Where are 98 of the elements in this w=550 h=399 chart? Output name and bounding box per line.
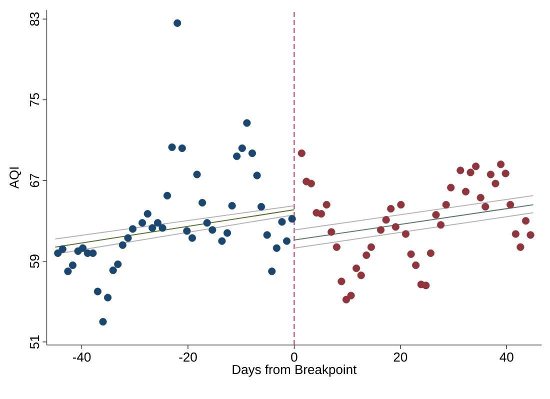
point <box>432 211 440 219</box>
point <box>223 229 232 237</box>
point <box>188 234 196 242</box>
point <box>174 19 182 27</box>
point <box>118 241 126 249</box>
point <box>154 219 162 227</box>
point <box>168 143 176 152</box>
point <box>352 264 360 272</box>
point <box>54 249 62 257</box>
point <box>332 243 340 251</box>
point <box>442 200 450 209</box>
y-tick-label: 83 <box>30 12 40 26</box>
point <box>522 217 530 225</box>
point <box>322 200 330 209</box>
point <box>233 152 241 160</box>
point <box>282 237 291 245</box>
point <box>203 219 211 227</box>
point <box>58 245 66 253</box>
point <box>144 210 152 218</box>
point <box>104 294 112 302</box>
point <box>193 170 201 178</box>
point <box>347 292 355 300</box>
point <box>124 234 132 242</box>
point <box>387 204 395 213</box>
point <box>183 227 191 235</box>
point <box>89 249 97 257</box>
point <box>436 221 445 229</box>
point <box>496 160 505 168</box>
point <box>288 215 296 223</box>
point <box>526 231 534 239</box>
point <box>253 172 261 180</box>
point <box>278 218 286 226</box>
point <box>362 251 370 259</box>
x-tick-label: -20 <box>179 352 197 362</box>
point <box>158 224 166 232</box>
point <box>502 170 510 178</box>
point <box>476 194 484 202</box>
point <box>198 198 206 207</box>
point <box>338 278 346 286</box>
point <box>128 225 137 233</box>
point <box>407 250 415 258</box>
point <box>357 272 365 280</box>
point <box>68 261 77 270</box>
point <box>512 230 520 238</box>
point <box>163 192 172 200</box>
point <box>492 180 500 188</box>
point <box>263 231 271 239</box>
point <box>462 188 470 196</box>
point <box>412 261 420 270</box>
point <box>64 268 72 276</box>
point <box>307 180 315 188</box>
point <box>272 244 280 252</box>
point <box>466 168 474 176</box>
point <box>376 226 385 234</box>
point <box>298 149 306 158</box>
point <box>447 184 455 192</box>
point <box>94 288 102 296</box>
point <box>328 228 336 236</box>
point <box>422 282 430 290</box>
y-axis-title: AQI <box>10 167 22 189</box>
y-tick-label: 59 <box>30 254 40 268</box>
point <box>109 266 117 274</box>
point <box>138 219 146 227</box>
point <box>392 223 400 231</box>
point <box>397 200 405 209</box>
point <box>268 268 276 276</box>
point <box>402 230 410 238</box>
point <box>114 260 122 268</box>
point <box>218 237 226 245</box>
point <box>208 226 216 234</box>
point <box>148 224 156 232</box>
x-tick-label: -40 <box>72 352 91 362</box>
x-axis-title: Days from Breakpoint <box>232 364 357 377</box>
point <box>248 149 256 158</box>
x-tick-label: 0 <box>291 352 298 362</box>
point <box>426 249 434 257</box>
point <box>79 244 87 252</box>
point <box>506 200 514 209</box>
point <box>482 202 490 211</box>
point <box>257 202 266 211</box>
x-tick-label: 20 <box>394 352 408 362</box>
point <box>367 243 376 251</box>
point <box>178 144 186 152</box>
point <box>228 202 236 210</box>
point <box>342 296 350 304</box>
point <box>382 216 390 224</box>
point <box>99 318 107 326</box>
x-tick-label: 40 <box>500 352 514 362</box>
point <box>243 119 251 127</box>
y-tick-label: 51 <box>30 335 40 349</box>
point <box>238 144 246 152</box>
point <box>317 210 326 218</box>
y-tick-label: 75 <box>30 93 40 106</box>
y-tick-label: 67 <box>30 174 40 188</box>
point <box>472 162 480 170</box>
point <box>486 170 495 178</box>
point <box>516 243 524 251</box>
point <box>456 166 464 174</box>
